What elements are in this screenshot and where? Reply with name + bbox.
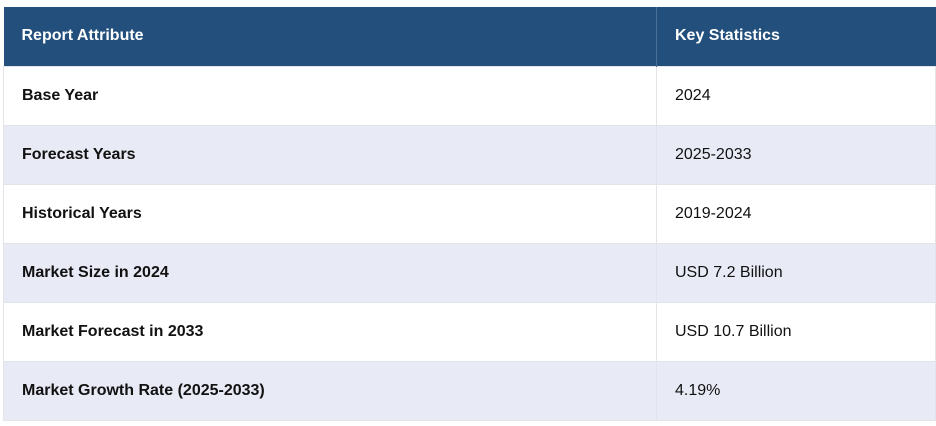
table-body: Base Year 2024 Forecast Years 2025-2033 Hist…	[3, 65, 936, 421]
attribute-cell: Market Growth Rate (2025-2033)	[3, 360, 657, 421]
header-cell: Report Attribute	[3, 7, 657, 66]
value-cell: 2019-2024	[656, 183, 936, 244]
attribute-cell: Market Forecast in 2033	[3, 301, 657, 362]
value-cell: USD 7.2 Billion	[656, 242, 936, 303]
value-cell: 2025-2033	[656, 124, 936, 185]
attribute-cell: Historical Years	[3, 183, 657, 244]
attribute-cell: Forecast Years	[3, 124, 657, 185]
table-row: Market Forecast in 2033 USD 10.7 Billion	[3, 301, 936, 362]
value-cell: 4.19%	[656, 360, 936, 421]
table-row: Market Size in 2024 USD 7.2 Billion	[3, 242, 936, 303]
attribute-cell: Base Year	[3, 65, 657, 126]
header-cell: Key Statistics	[656, 7, 936, 66]
table-row: Market Growth Rate (2025-2033) 4.19%	[3, 360, 936, 421]
attribute-cell: Market Size in 2024	[3, 242, 657, 303]
table-row: Historical Years 2019-2024	[3, 183, 936, 244]
value-cell: 2024	[656, 65, 936, 126]
value-cell: USD 10.7 Billion	[656, 301, 936, 362]
table-row: Forecast Years 2025-2033	[3, 124, 936, 185]
header-row: Report Attribute Key Statistics	[3, 7, 936, 66]
stats-table: Report Attribute Key Statistics Base Yea…	[3, 7, 936, 421]
table-row: Base Year 2024	[3, 65, 936, 126]
